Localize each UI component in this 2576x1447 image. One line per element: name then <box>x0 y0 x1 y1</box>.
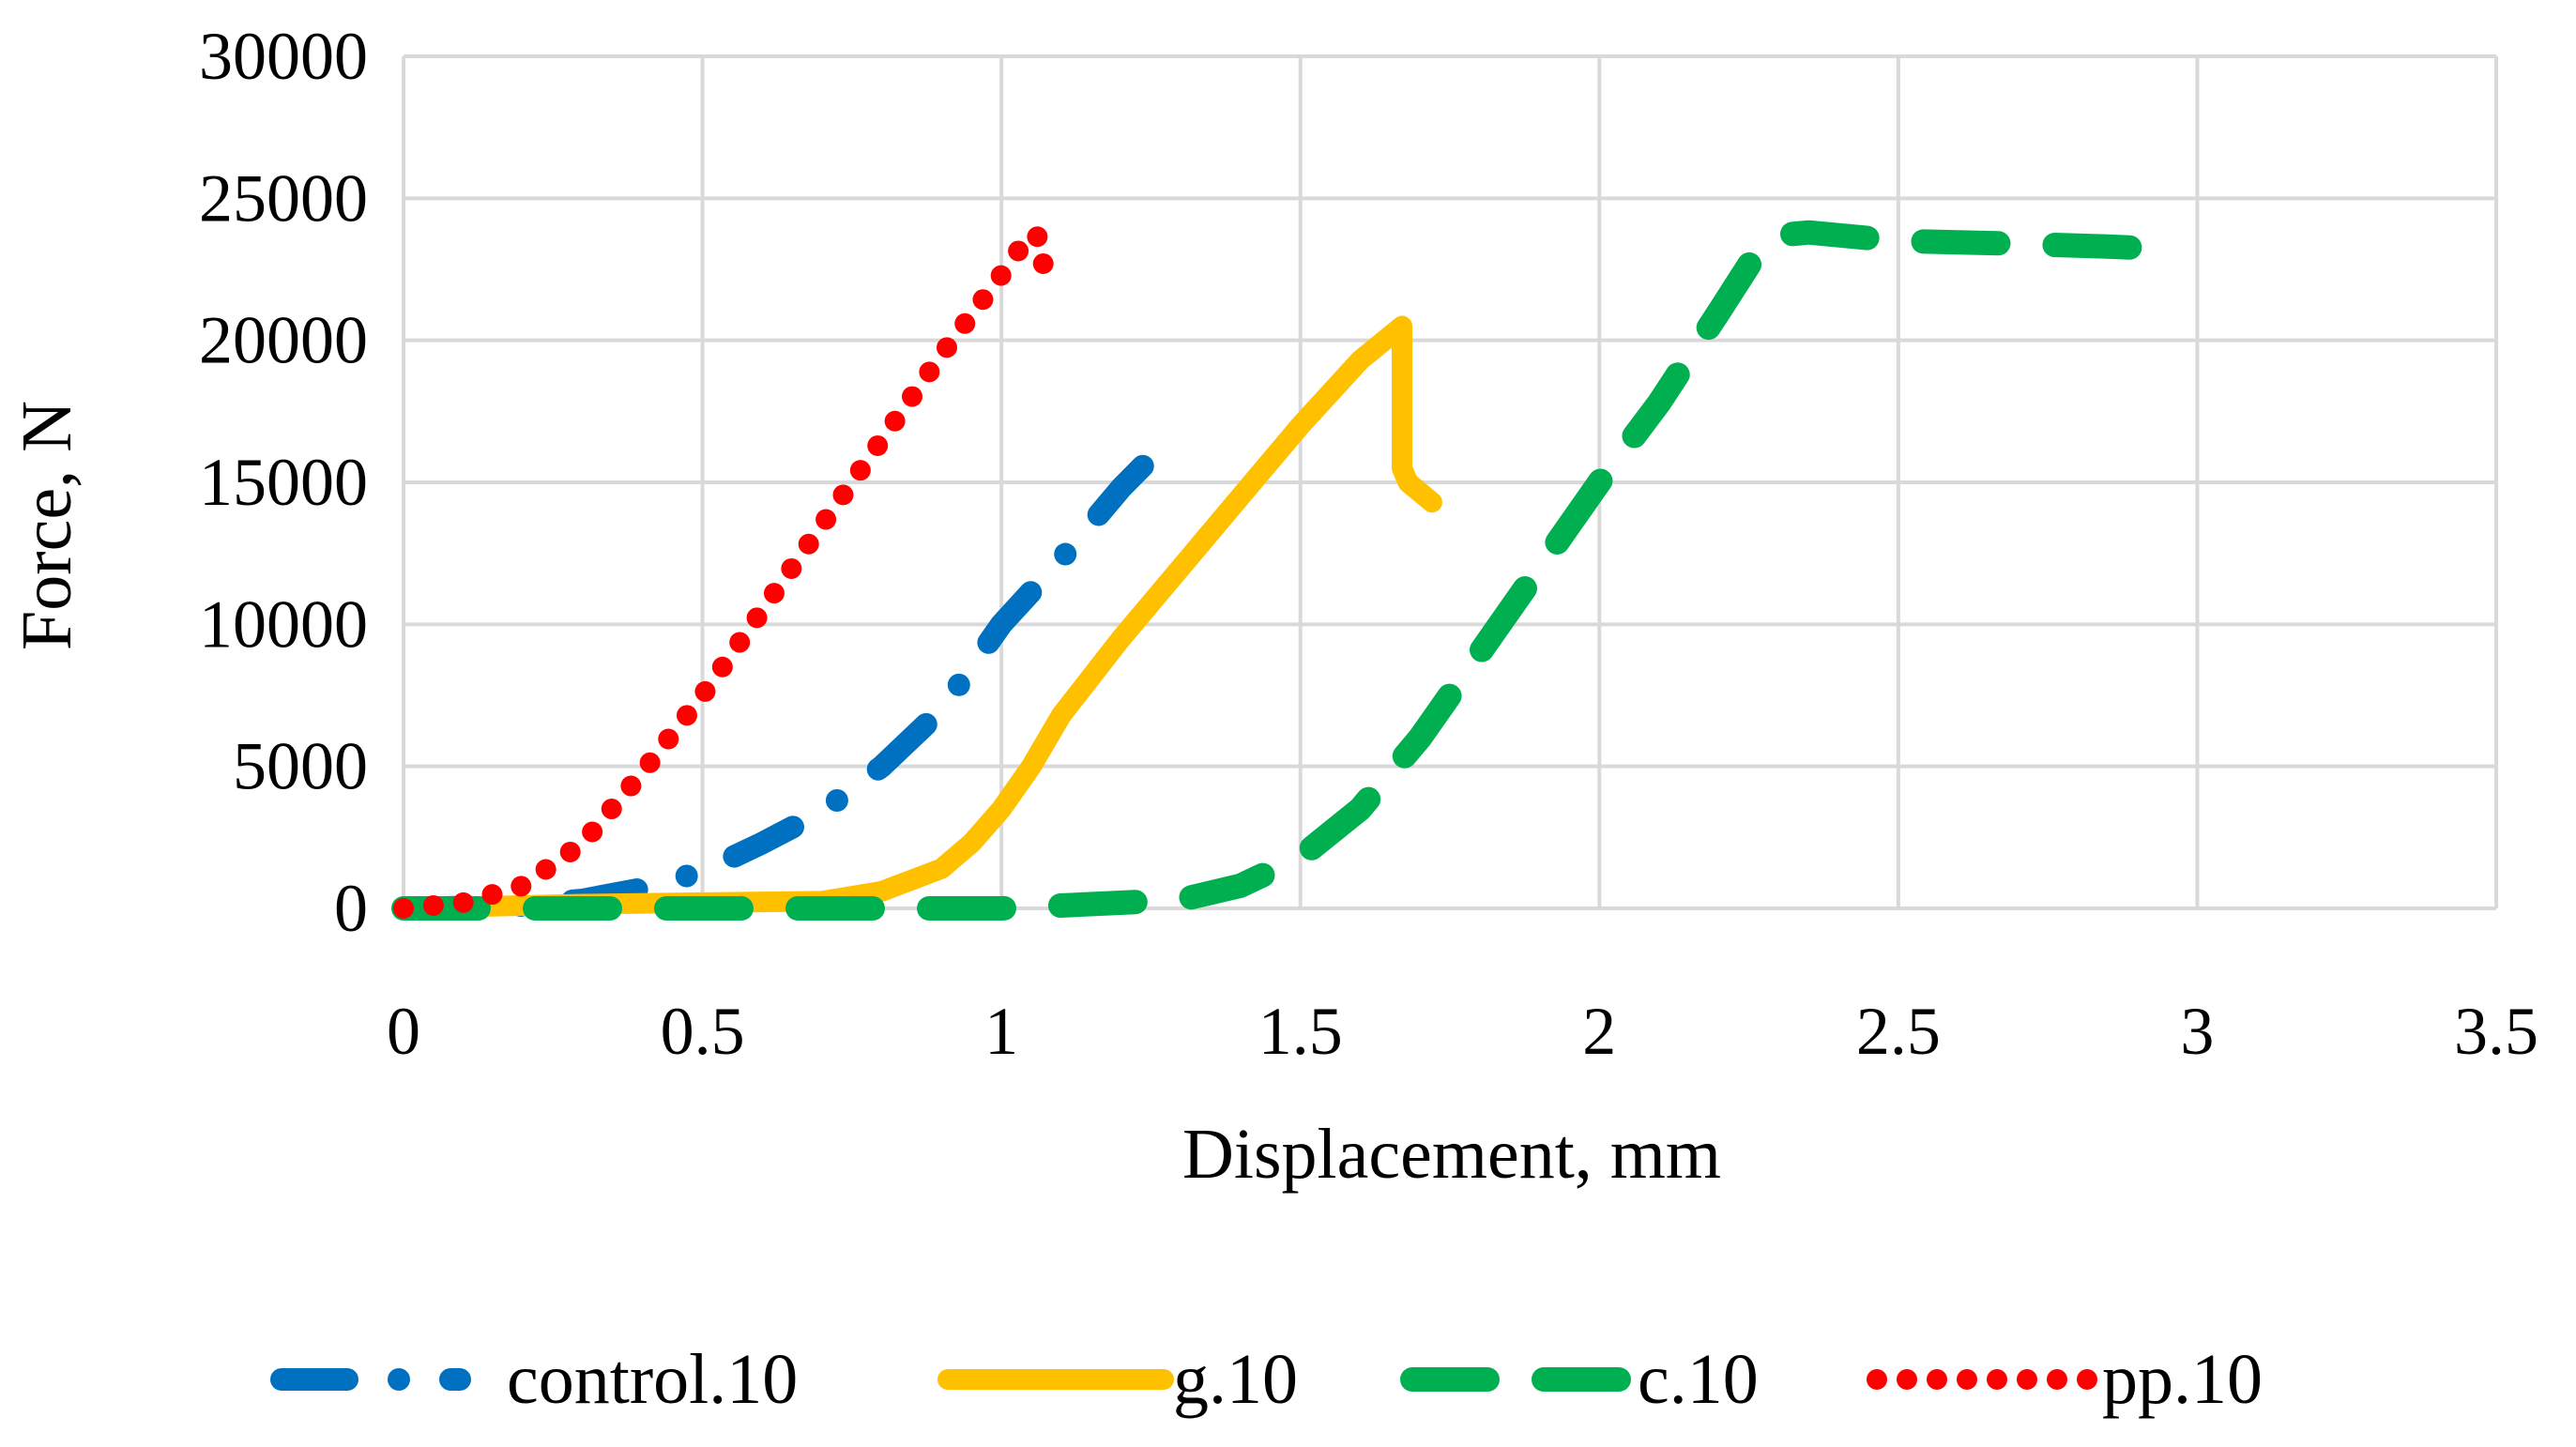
legend-label: g.10 <box>1173 1340 1298 1419</box>
x-tick-label: 1.5 <box>1258 994 1343 1069</box>
y-tick-label: 15000 <box>199 445 368 520</box>
x-tick-label: 3.5 <box>2454 994 2538 1069</box>
y-tick-label: 5000 <box>233 729 368 804</box>
series-line-c.10 <box>391 220 2192 921</box>
x-tick-label: 2 <box>1582 994 1616 1069</box>
y-tick-label: 25000 <box>199 160 368 236</box>
x-tick-label: 1 <box>984 994 1018 1069</box>
legend-item-c.10: c.10 <box>1400 1340 1759 1419</box>
x-tick-label: 0 <box>387 994 420 1069</box>
legend: control.10 g.10 c.10 pp.10 <box>270 1340 2263 1419</box>
series-line-pp.10 <box>393 221 1054 919</box>
legend-item-control.10: control.10 <box>270 1340 798 1419</box>
y-axis-title: Force, N <box>8 401 86 650</box>
x-tick-label: 2.5 <box>1856 994 1941 1069</box>
legend-item-pp.10: pp.10 <box>1867 1340 2263 1419</box>
plot-area <box>391 220 2192 921</box>
y-tick-label: 30000 <box>199 19 368 94</box>
legend-label: pp.10 <box>2102 1340 2263 1419</box>
x-axis-title: Displacement, mm <box>1182 1115 1721 1194</box>
x-tick-label: 3 <box>2180 994 2214 1069</box>
legend-label: c.10 <box>1638 1340 1759 1419</box>
x-tick-label: 0.5 <box>661 994 745 1069</box>
y-tick-label: 20000 <box>199 303 368 378</box>
y-tick-label: 10000 <box>199 586 368 662</box>
y-tick-label: 0 <box>334 871 368 946</box>
tick-labels: 0 5000 10000 15000 20000 25000 30000 0 0.5 1 1.5 2 2… <box>199 19 2538 1069</box>
legend-item-g.10: g.10 <box>937 1340 1298 1419</box>
legend-label: control.10 <box>507 1340 798 1419</box>
